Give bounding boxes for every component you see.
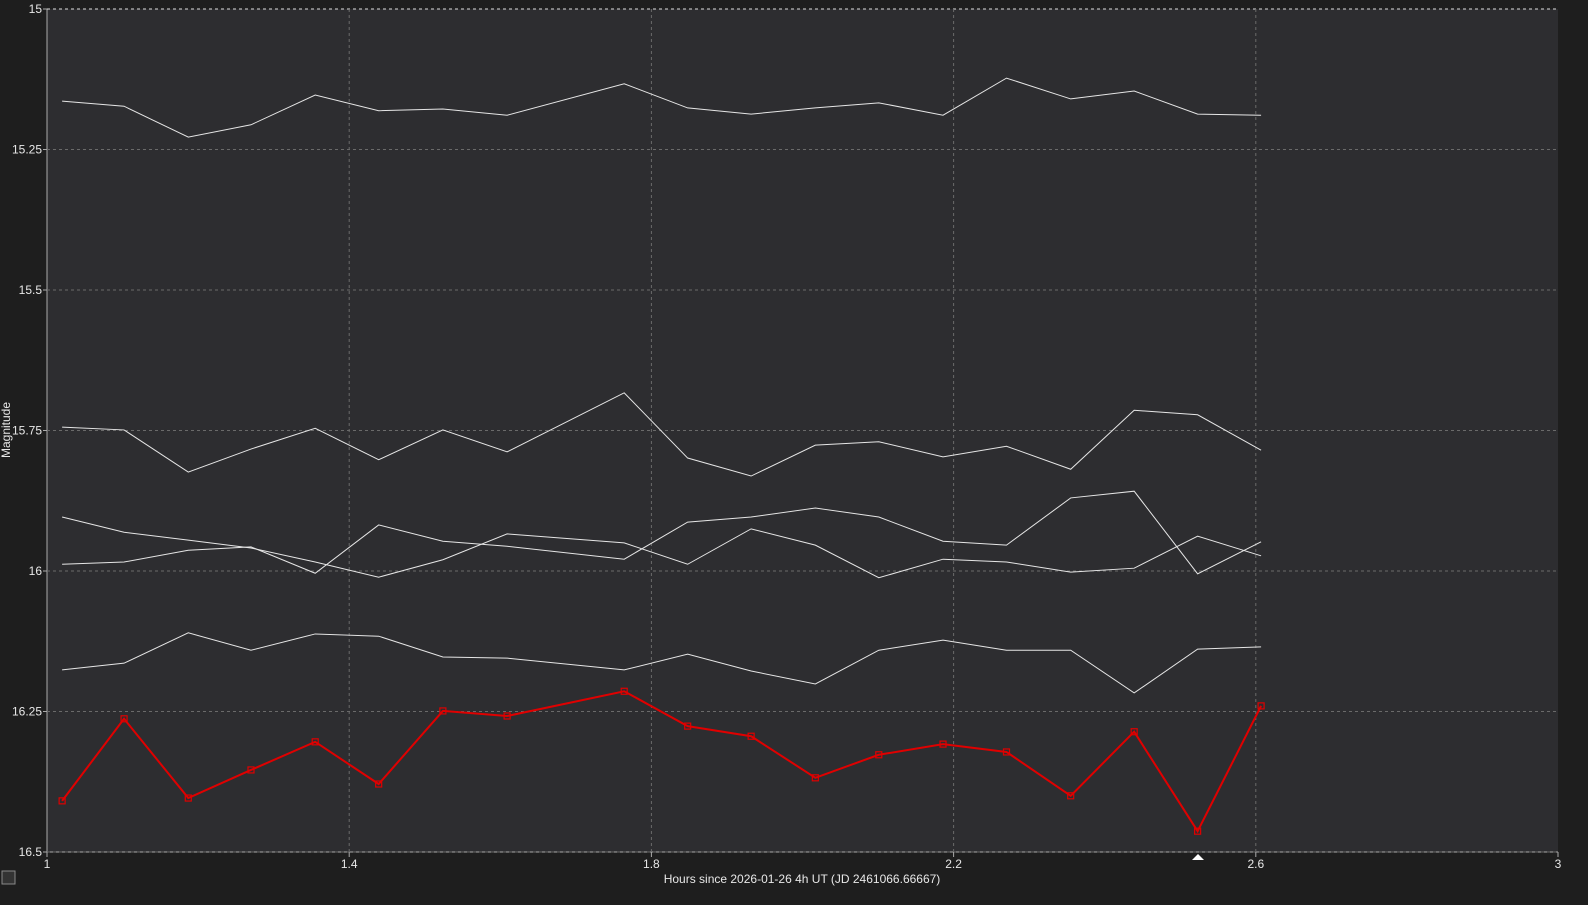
point-marker bbox=[811, 774, 819, 782]
x-tick-label: 2.2 bbox=[945, 857, 962, 871]
y-tick-label: 15.25 bbox=[12, 143, 42, 157]
y-tick-label: 15.5 bbox=[19, 283, 43, 297]
point-marker bbox=[439, 707, 447, 715]
point-marker bbox=[1194, 827, 1202, 835]
series-line bbox=[62, 490, 1262, 575]
series-line bbox=[62, 392, 1262, 477]
y-tick-label: 16.25 bbox=[12, 705, 42, 719]
point-marker bbox=[939, 740, 947, 748]
point-marker bbox=[120, 715, 128, 723]
point-marker bbox=[1130, 728, 1138, 736]
point-marker bbox=[620, 687, 628, 695]
point-marker bbox=[311, 738, 319, 746]
point-marker bbox=[747, 732, 755, 740]
series-line bbox=[62, 77, 1262, 138]
point-marker bbox=[1067, 792, 1075, 800]
point-marker bbox=[875, 751, 883, 759]
series-line bbox=[61, 516, 1262, 579]
x-tick-label: 3 bbox=[1555, 857, 1562, 871]
x-tick-label: 1.4 bbox=[341, 857, 358, 871]
point-marker bbox=[1257, 702, 1265, 710]
y-tick-label: 15.75 bbox=[12, 424, 42, 438]
point-marker bbox=[184, 794, 192, 802]
corner-button[interactable] bbox=[1, 870, 16, 885]
point-marker bbox=[1002, 748, 1011, 756]
y-tick-label: 16.5 bbox=[19, 845, 43, 859]
x-tick-label: 1.8 bbox=[643, 857, 660, 871]
cursor-marker[interactable] bbox=[1192, 854, 1204, 860]
x-tick-label: 1 bbox=[44, 857, 51, 871]
point-marker bbox=[58, 797, 66, 805]
series-line bbox=[61, 690, 1262, 834]
y-tick-label: 16 bbox=[29, 564, 43, 578]
point-marker bbox=[684, 722, 692, 730]
point-marker bbox=[247, 766, 255, 774]
y-axis-label: Magnitude bbox=[0, 402, 13, 458]
point-marker bbox=[375, 780, 383, 788]
x-tick-label: 2.6 bbox=[1247, 857, 1264, 871]
x-axis-label: Hours since 2026-01-26 4h UT (JD 2461066… bbox=[664, 872, 941, 886]
y-tick-label: 15 bbox=[29, 2, 43, 16]
series-line bbox=[62, 632, 1262, 694]
point-marker bbox=[503, 712, 511, 720]
plot-area bbox=[47, 9, 1558, 852]
